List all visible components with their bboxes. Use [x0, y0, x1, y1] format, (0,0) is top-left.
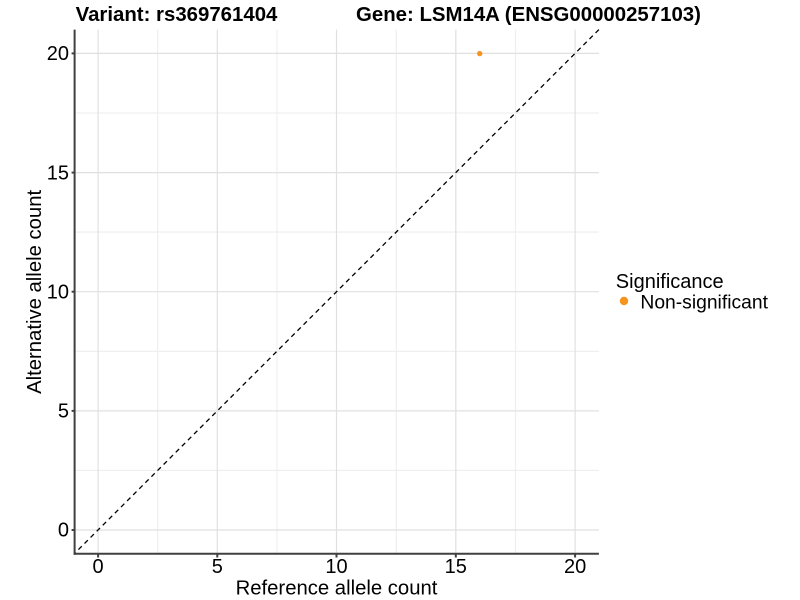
svg-text:10: 10 — [325, 556, 347, 578]
svg-text:0: 0 — [93, 556, 104, 578]
svg-text:20: 20 — [47, 43, 69, 65]
svg-text:20: 20 — [564, 556, 586, 578]
svg-text:Gene: LSM14A (ENSG00000257103): Gene: LSM14A (ENSG00000257103) — [356, 4, 701, 26]
svg-text:15: 15 — [47, 162, 69, 184]
svg-text:Alternative allele count: Alternative allele count — [24, 190, 46, 394]
svg-text:5: 5 — [212, 556, 223, 578]
svg-text:0: 0 — [58, 520, 69, 542]
svg-text:Non-significant: Non-significant — [640, 292, 768, 313]
svg-text:15: 15 — [445, 556, 467, 578]
svg-text:Significance: Significance — [616, 271, 724, 293]
svg-text:5: 5 — [58, 401, 69, 423]
svg-text:Reference allele count: Reference allele count — [236, 578, 438, 600]
svg-text:10: 10 — [47, 281, 69, 303]
svg-text:Variant: rs369761404: Variant: rs369761404 — [76, 4, 278, 26]
